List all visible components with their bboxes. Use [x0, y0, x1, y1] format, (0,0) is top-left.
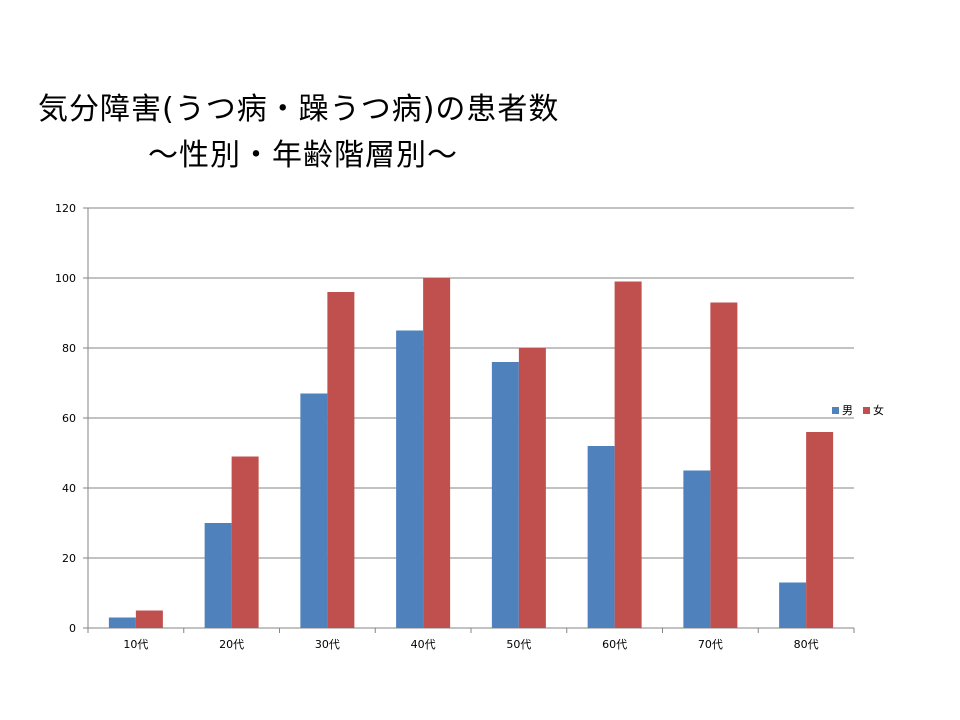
bar-male-4 [491, 362, 519, 628]
legend-label-male: 男 [842, 404, 853, 417]
x-tick-label-0: 10代 [123, 638, 148, 651]
legend-swatch-male [832, 406, 839, 414]
x-tick-label-4: 50代 [506, 638, 531, 651]
bar-male-2 [300, 393, 328, 628]
bar-female-0 [135, 610, 163, 628]
bar-female-7 [806, 432, 834, 628]
y-tick-label-20: 20 [62, 552, 76, 565]
bar-female-6 [710, 302, 738, 628]
bar-female-4 [518, 348, 546, 628]
y-tick-label-0: 0 [69, 622, 76, 635]
legend-swatch-female [863, 406, 870, 414]
x-tick-label-7: 80代 [794, 638, 819, 651]
legend: 男 女 [832, 402, 884, 418]
x-tick-label-1: 20代 [219, 638, 244, 651]
y-tick-label-120: 120 [55, 202, 76, 215]
x-tick-label-6: 70代 [698, 638, 723, 651]
legend-label-female: 女 [873, 404, 884, 417]
x-tick-label-2: 30代 [315, 638, 340, 651]
legend-item-female: 女 [863, 402, 884, 418]
bar-male-7 [779, 582, 807, 628]
chart-title-line-1: 気分障害(うつ病・躁うつ病)の患者数 [38, 92, 560, 127]
bar-male-0 [108, 617, 136, 628]
bar-female-1 [231, 456, 259, 628]
chart-title-line-2: ～性別・年齢階層別～ [148, 138, 458, 173]
bar-female-3 [423, 278, 451, 628]
y-tick-label-80: 80 [62, 342, 76, 355]
legend-item-male: 男 [832, 402, 853, 418]
bar-male-6 [683, 470, 711, 628]
bar-male-5 [587, 446, 615, 628]
bar-male-1 [204, 523, 232, 628]
x-tick-label-5: 60代 [602, 638, 627, 651]
y-tick-label-60: 60 [62, 412, 76, 425]
x-tick-label-3: 40代 [411, 638, 436, 651]
bar-male-3 [396, 330, 424, 628]
y-tick-label-100: 100 [55, 272, 76, 285]
bar-female-2 [327, 292, 355, 628]
y-tick-label-40: 40 [62, 482, 76, 495]
bar-female-5 [614, 281, 642, 628]
